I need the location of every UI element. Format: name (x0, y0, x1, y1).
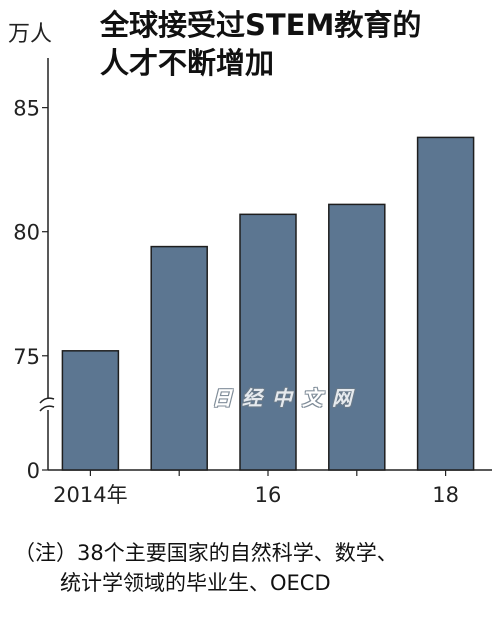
y-tick-label: 0 (27, 459, 40, 483)
axis-break-mark-bottom (39, 405, 55, 412)
bar (150, 245, 208, 471)
watermark: 日经中文网 (212, 386, 362, 410)
bar-chart: 0 75 80 85 2014年 16 18 (13, 58, 492, 507)
x-tick-label: 18 (432, 483, 459, 507)
unit-label: 万人 (8, 22, 53, 47)
footnote-line-2: 统计学领域的毕业生、OECD (60, 571, 331, 595)
y-tick-label: 75 (13, 345, 40, 369)
x-tick-label: 16 (255, 483, 282, 507)
x-tick-label: 2014年 (53, 483, 127, 507)
y-tick-label: 80 (13, 221, 40, 245)
bar (239, 213, 297, 471)
bar (328, 203, 386, 471)
bar (416, 136, 475, 471)
axis-break-mark-top (39, 397, 55, 404)
bar (61, 350, 120, 471)
y-tick-label: 85 (13, 97, 40, 121)
footnote: （注）38个主要国家的自然科学、数学、 统计学领域的毕业生、OECD (14, 508, 398, 628)
chart-title: 全球接受过STEM教育的 人才不断增加 (100, 8, 422, 80)
footnote-line-1: （注）38个主要国家的自然科学、数学、 (14, 541, 398, 565)
